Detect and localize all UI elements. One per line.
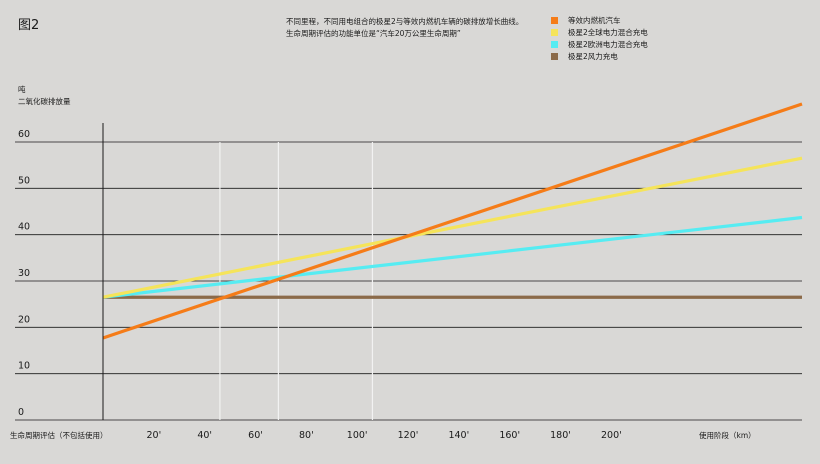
chart-description: 不同里程，不同用电组合的极星2与等效内燃机车辆的碳排放增长曲线。 生命周期评估的… [286, 16, 523, 40]
y-tick-label: 60 [18, 129, 30, 140]
description-line-1: 不同里程，不同用电组合的极星2与等效内燃机车辆的碳排放增长曲线。 [286, 17, 524, 26]
y-tick-label: 40 [18, 222, 30, 233]
y-tick-label: 20 [18, 314, 30, 325]
x-tick-label: 200' [601, 430, 622, 441]
x-tick-label: 40' [197, 430, 212, 441]
x-tick-label: 120' [398, 430, 419, 441]
y-tick-label: 0 [18, 407, 24, 418]
x-tick-label: 180' [550, 430, 571, 441]
legend: 等效内燃机汽车 极星2全球电力混合充电 极星2欧洲电力混合充电 极星2风力充电 [551, 14, 648, 62]
x-tick-label: 20' [146, 430, 161, 441]
series-line [102, 102, 803, 340]
x-right-note: 使用阶段（km） [699, 430, 756, 440]
y-tick-label: 50 [18, 175, 30, 186]
y-unit-line-1: 吨 [18, 85, 26, 94]
legend-item: 等效内燃机汽车 [551, 14, 648, 26]
vertical-markers [219, 142, 374, 420]
legend-label: 等效内燃机汽车 [568, 15, 621, 25]
x-tick-label: 80' [299, 430, 314, 441]
y-tick-label: 10 [18, 361, 30, 372]
x-tick-label: 160' [499, 430, 520, 441]
legend-label: 极星2风力充电 [568, 51, 618, 61]
series-line [102, 156, 803, 299]
x-tick-label: 100' [347, 430, 368, 441]
legend-swatch [551, 52, 558, 60]
x-left-note: 生命周期评估（不包括使用） [10, 430, 108, 440]
description-line-2: 生命周期评估的功能单位是“汽车20万公里生命周期” [286, 29, 461, 38]
x-tick-labels: 20' 40' 60' 80' 100' 120' 140' 160' 180' 200' [146, 430, 621, 441]
x-tick-label: 140' [448, 430, 469, 441]
figure-label: 图2 [18, 18, 40, 33]
legend-swatch [551, 40, 558, 48]
legend-swatch [551, 28, 558, 36]
legend-label: 极星2全球电力混合充电 [568, 27, 648, 37]
legend-item: 极星2欧洲电力混合充电 [551, 38, 648, 50]
legend-item: 极星2风力充电 [551, 50, 648, 62]
series-line [102, 215, 803, 299]
x-tick-label: 60' [248, 430, 263, 441]
y-axis-unit: 吨 二氧化碳排放量 [18, 84, 71, 108]
series-lines [102, 102, 803, 340]
legend-swatch [551, 16, 558, 24]
legend-label: 极星2欧洲电力混合充电 [568, 39, 648, 49]
y-unit-line-2: 二氧化碳排放量 [18, 97, 71, 106]
y-tick-label: 30 [18, 268, 30, 279]
legend-item: 极星2全球电力混合充电 [551, 26, 648, 38]
y-tick-labels: 0 10 20 30 40 50 60 [18, 129, 30, 418]
grid [15, 141, 802, 421]
